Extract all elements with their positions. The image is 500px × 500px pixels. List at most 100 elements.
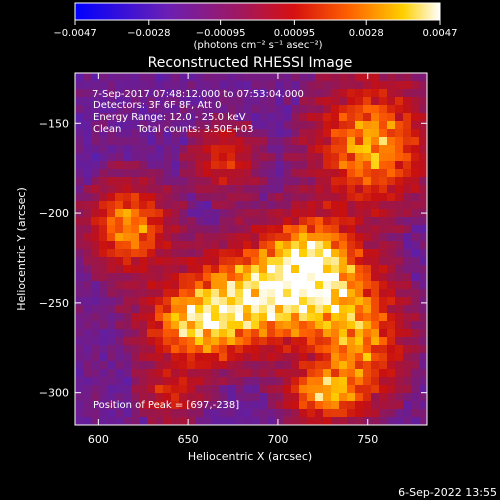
heatmap-cell <box>83 169 92 178</box>
heatmap-cell <box>323 273 332 282</box>
heatmap-cell <box>243 209 252 218</box>
heatmap-cell <box>91 241 100 250</box>
heatmap-cell <box>211 209 220 218</box>
heatmap-cell <box>259 73 268 82</box>
heatmap-cell <box>243 361 252 370</box>
heatmap-cell <box>283 161 292 170</box>
heatmap-cell <box>411 337 420 346</box>
heatmap-cell <box>395 257 404 266</box>
heatmap-cell <box>411 209 420 218</box>
heatmap-cell <box>107 233 116 242</box>
heatmap-cell <box>275 281 284 290</box>
heatmap-cell <box>403 273 412 282</box>
heatmap-cell <box>75 321 84 330</box>
heatmap-cell <box>403 329 412 338</box>
heatmap-cell <box>283 225 292 234</box>
heatmap-cell <box>259 193 268 202</box>
colorbar-tick-label: 0.00095 <box>274 28 315 39</box>
heatmap-cell <box>275 121 284 130</box>
heatmap-cell <box>331 161 340 170</box>
heatmap-cell <box>195 201 204 210</box>
heatmap-cell <box>315 113 324 122</box>
heatmap-cell <box>419 385 427 394</box>
heatmap-cell <box>411 113 420 122</box>
heatmap-cell <box>331 193 340 202</box>
heatmap-cell <box>235 289 244 298</box>
heatmap-cell <box>347 353 356 362</box>
heatmap-cell <box>83 217 92 226</box>
heatmap-cell <box>107 337 116 346</box>
heatmap-cell <box>363 345 372 354</box>
heatmap-cell <box>259 417 268 425</box>
heatmap-cell <box>339 265 348 274</box>
heatmap-cell <box>355 89 364 98</box>
heatmap-cell <box>187 161 196 170</box>
heatmap-cell <box>131 313 140 322</box>
heatmap-cell <box>235 393 244 402</box>
heatmap-cell <box>115 345 124 354</box>
heatmap-cell <box>251 329 260 338</box>
heatmap-cell <box>83 145 92 154</box>
heatmap-cell <box>227 249 236 258</box>
heatmap-cell <box>291 105 300 114</box>
heatmap-cell <box>307 361 316 370</box>
heatmap-cell <box>347 257 356 266</box>
heatmap-cell <box>355 105 364 114</box>
heatmap-cell <box>323 161 332 170</box>
heatmap-cell <box>75 361 84 370</box>
heatmap-cell <box>347 105 356 114</box>
heatmap-cell <box>347 185 356 194</box>
heatmap-cell <box>275 185 284 194</box>
heatmap-cell <box>83 225 92 234</box>
heatmap-cell <box>259 297 268 306</box>
heatmap-cell <box>403 225 412 234</box>
heatmap-cell <box>323 153 332 162</box>
colorbar-unit-label: (photons cm⁻² s⁻¹ asec⁻²) <box>193 40 322 51</box>
heatmap-cell <box>91 73 100 82</box>
heatmap-cell <box>195 153 204 162</box>
heatmap-cell <box>155 121 164 130</box>
heatmap-cell <box>267 185 276 194</box>
heatmap-cell <box>171 217 180 226</box>
heatmap-cell <box>75 273 84 282</box>
heatmap-cell <box>283 81 292 90</box>
colorbar-ticks: −0.0047 −0.0028 −0.00095 0.00095 0.0028 0.004… <box>53 20 458 39</box>
heatmap-cell <box>307 273 316 282</box>
heatmap-cell <box>395 385 404 394</box>
heatmap-cell <box>179 169 188 178</box>
heatmap-cell <box>219 185 228 194</box>
heatmap-cell <box>83 249 92 258</box>
heatmap-cell <box>163 393 172 402</box>
heatmap-cell <box>291 417 300 425</box>
heatmap-cell <box>371 145 380 154</box>
heatmap-cell <box>75 281 84 290</box>
heatmap-cell <box>147 273 156 282</box>
heatmap-cell <box>195 185 204 194</box>
heatmap-cell <box>227 273 236 282</box>
heatmap-cell <box>275 169 284 178</box>
heatmap-cell <box>387 385 396 394</box>
heatmap-cell <box>131 273 140 282</box>
heatmap-cell <box>299 377 308 386</box>
heatmap-cell <box>187 393 196 402</box>
heatmap-cell <box>179 265 188 274</box>
heatmap-cell <box>227 169 236 178</box>
heatmap-cell <box>411 153 420 162</box>
heatmap-cell <box>91 121 100 130</box>
heatmap-cell <box>139 409 148 418</box>
heatmap-cell <box>307 185 316 194</box>
heatmap-cell <box>243 313 252 322</box>
heatmap-cell <box>147 225 156 234</box>
heatmap-cell <box>363 393 372 402</box>
heatmap-cell <box>395 353 404 362</box>
heatmap-cell <box>155 345 164 354</box>
heatmap-cell <box>147 393 156 402</box>
heatmap-cell <box>147 73 156 82</box>
heatmap-cell <box>363 153 372 162</box>
heatmap-cell <box>91 281 100 290</box>
heatmap-cell <box>395 409 404 418</box>
heatmap-cell <box>171 249 180 258</box>
heatmap-cell <box>283 217 292 226</box>
heatmap-cell <box>331 337 340 346</box>
heatmap-cell <box>379 401 388 410</box>
